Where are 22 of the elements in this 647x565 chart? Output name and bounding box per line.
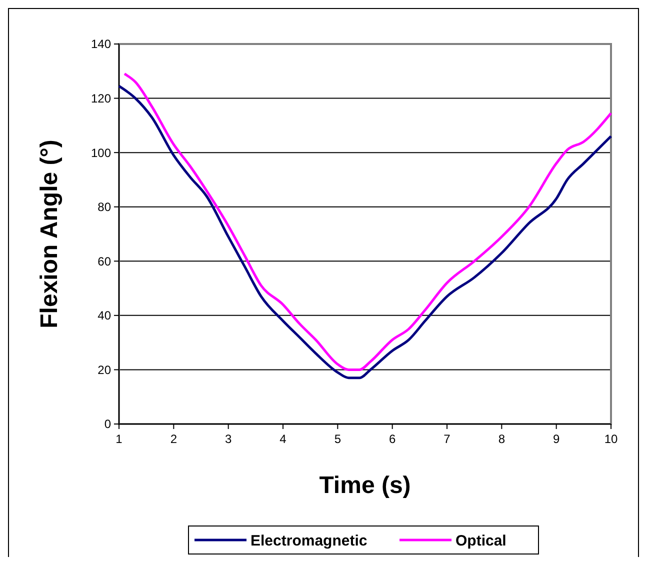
x-tick-label: 5 — [334, 432, 342, 446]
y-tick-label: 100 — [90, 146, 112, 160]
y-tick-label: 140 — [90, 37, 112, 52]
y-axis-title: Flexion Angle (°) — [36, 140, 63, 328]
y-tick-label: 60 — [98, 254, 112, 268]
y-tick-label: 0 — [104, 417, 112, 432]
x-tick-label: 4 — [280, 432, 287, 446]
x-tick-label: 10 — [604, 432, 618, 446]
x-tick-label: 8 — [498, 432, 506, 446]
x-tick-label: 1 — [116, 432, 123, 446]
x-tick-label: 9 — [552, 432, 560, 446]
y-tick-label: 120 — [90, 91, 112, 106]
y-tick-label: 80 — [98, 200, 112, 214]
y-tick-label: 40 — [98, 308, 112, 323]
x-tick-label: 6 — [388, 432, 396, 446]
x-tick-label: 7 — [444, 432, 451, 446]
x-axis-title: Time (s) — [319, 472, 411, 499]
legend-label: Electromagnetic — [250, 532, 368, 550]
y-tick-label: 20 — [98, 362, 112, 377]
x-tick-label: 2 — [170, 432, 178, 446]
legend-label: Optical — [456, 532, 506, 550]
x-tick-label: 3 — [224, 432, 232, 446]
